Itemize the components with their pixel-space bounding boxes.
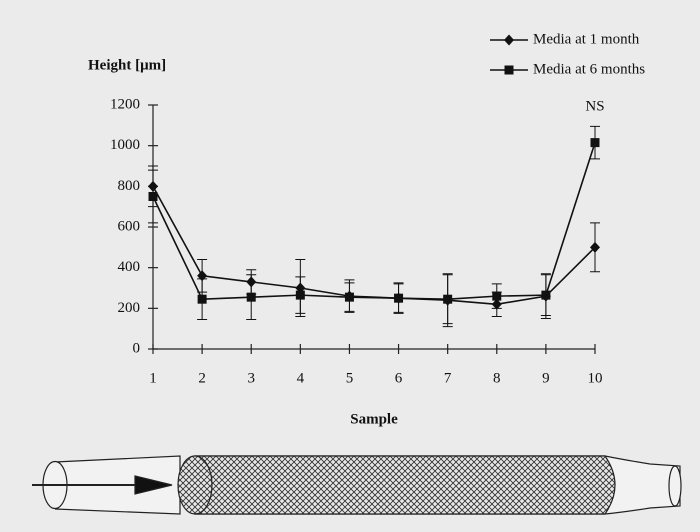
stent-diagram: [32, 455, 682, 515]
marker: [504, 65, 514, 75]
y-tick-label: 800: [118, 178, 141, 194]
marker: [504, 34, 514, 46]
legend-label: Media at 6 months: [533, 61, 645, 77]
y-axis-label: Height [μm]: [88, 57, 166, 73]
y-tick-label: 600: [118, 218, 141, 234]
annotation: NS: [585, 98, 604, 114]
marker: [295, 290, 305, 300]
x-tick-label: 5: [346, 370, 354, 386]
marker: [197, 294, 207, 304]
y-tick-label: 200: [118, 300, 141, 316]
marker: [394, 293, 404, 303]
x-tick-label: 9: [542, 370, 550, 386]
y-tick-label: 1200: [110, 96, 140, 112]
x-tick-label: 3: [247, 370, 255, 386]
y-tick-label: 0: [133, 340, 141, 356]
marker: [541, 290, 551, 300]
x-tick-label: 1: [149, 370, 157, 386]
series-line: [152, 142, 596, 301]
series-line: [152, 185, 596, 306]
marker: [590, 241, 600, 253]
x-tick-label: 2: [198, 370, 206, 386]
marker: [246, 292, 256, 302]
x-tick-label: 7: [444, 370, 452, 386]
y-tick-label: 1000: [110, 137, 140, 153]
x-tick-label: 8: [493, 370, 501, 386]
marker: [443, 294, 453, 304]
marker: [590, 138, 600, 148]
x-tick-label: 4: [297, 370, 305, 386]
x-axis-label: Sample: [350, 411, 398, 427]
marker: [148, 192, 158, 201]
x-tick-label: 6: [395, 370, 403, 386]
x-tick-label: 10: [588, 370, 603, 386]
marker: [492, 291, 502, 301]
marker: [344, 292, 354, 302]
y-tick-label: 400: [118, 259, 141, 275]
legend-label: Media at 1 month: [533, 31, 640, 47]
